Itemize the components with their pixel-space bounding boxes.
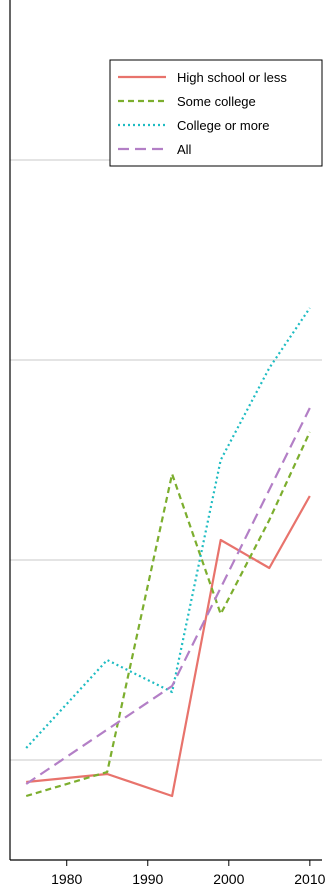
x-tick-label: 2000 (213, 871, 244, 887)
x-tick-label: 1990 (132, 871, 163, 887)
x-axis-ticks: 1980 1990 2000 2010 (51, 860, 326, 887)
legend-label: High school or less (177, 70, 287, 85)
series-line-all (25, 407, 311, 785)
series-line-high-school-or-less (26, 495, 311, 798)
x-tick-label: 1980 (51, 871, 82, 887)
gridlines (10, 159, 322, 761)
series-line-college-or-more (25, 307, 311, 749)
legend-label: Some college (177, 94, 256, 109)
series-line-some-college (25, 431, 311, 798)
legend-label: College or more (177, 118, 270, 133)
x-tick-label: 2010 (294, 871, 325, 887)
legend-label: All (177, 142, 192, 157)
legend: High school or less Some college College o… (109, 59, 323, 167)
series-lines (25, 307, 311, 798)
